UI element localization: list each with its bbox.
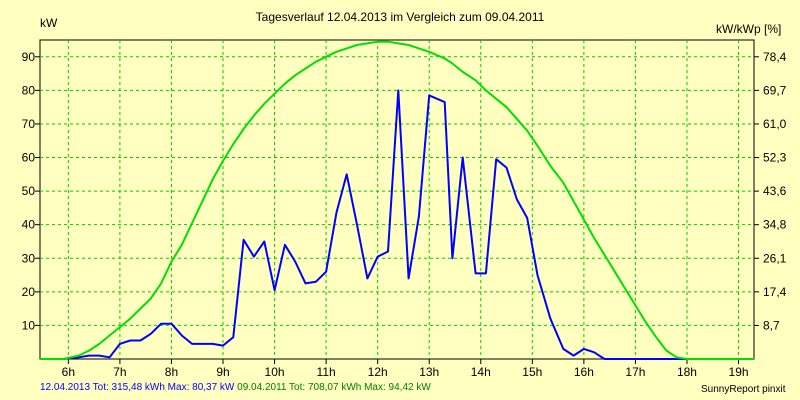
x-tick-label: 17h <box>625 365 645 379</box>
y-axis-label-left: kW <box>40 16 58 30</box>
legend-series-2: 09.04.2011 Tot: 708,07 kWh Max: 94,42 kW <box>237 382 431 393</box>
x-tick-label: 15h <box>522 365 542 379</box>
y-tick-label-left: 40 <box>22 218 36 232</box>
x-tick-label: 7h <box>113 365 126 379</box>
series-lines <box>40 40 754 360</box>
x-tick-label: 10h <box>265 365 285 379</box>
legend-series-1: 12.04.2013 Tot: 315,48 kWh Max: 80,37 kW <box>40 382 235 393</box>
y-tick-label-right: 8,7 <box>763 318 780 332</box>
y-tick-label-right: 17,4 <box>763 285 787 299</box>
y-tick-label-left: 50 <box>22 184 36 198</box>
x-tick-label: 13h <box>419 365 439 379</box>
y-tick-label-right: 78,4 <box>763 50 787 64</box>
x-tick-label: 8h <box>165 365 178 379</box>
x-tick-label: 19h <box>729 365 749 379</box>
y-tick-label-left: 30 <box>22 251 36 265</box>
legend-footer: 12.04.2013 Tot: 315,48 kWh Max: 80,37 kW… <box>40 382 431 393</box>
credit-text: SunnyReport pinxit <box>701 384 786 395</box>
y-tick-label-right: 61,0 <box>763 117 787 131</box>
y-tick-label-left: 90 <box>22 50 36 64</box>
axis-ticks: 6h 7h 8h 9h 10h 11h 12h 13h 14h 15h 16h 17h 18h 19h 10… <box>22 50 787 379</box>
y-tick-label-right: 26,1 <box>763 251 787 265</box>
y-tick-label-right: 52,3 <box>763 151 787 165</box>
y-tick-label-left: 10 <box>22 318 36 332</box>
series-line-2 <box>40 40 754 360</box>
y-tick-label-left: 70 <box>22 117 36 131</box>
y-tick-label-right: 43,6 <box>763 184 787 198</box>
x-tick-label: 16h <box>574 365 594 379</box>
x-tick-label: 11h <box>317 365 336 379</box>
plot-area <box>39 39 755 360</box>
series-line-1 <box>40 89 754 360</box>
y-tick-label-left: 60 <box>22 151 36 165</box>
x-tick-label: 12h <box>368 365 388 379</box>
chart-title: Tagesverlauf 12.04.2013 im Vergleich zum… <box>255 10 545 24</box>
y-tick-label-right: 69,7 <box>763 83 787 97</box>
x-tick-label: 14h <box>471 365 491 379</box>
x-tick-label: 9h <box>216 365 229 379</box>
y-tick-label-left: 20 <box>22 285 36 299</box>
y-axis-label-right: kW/kWp [%] <box>716 22 782 36</box>
y-tick-label-right: 34,8 <box>763 218 787 232</box>
x-tick-label: 18h <box>677 365 697 379</box>
y-tick-label-left: 80 <box>22 83 36 97</box>
x-tick-label: 6h <box>62 365 75 379</box>
